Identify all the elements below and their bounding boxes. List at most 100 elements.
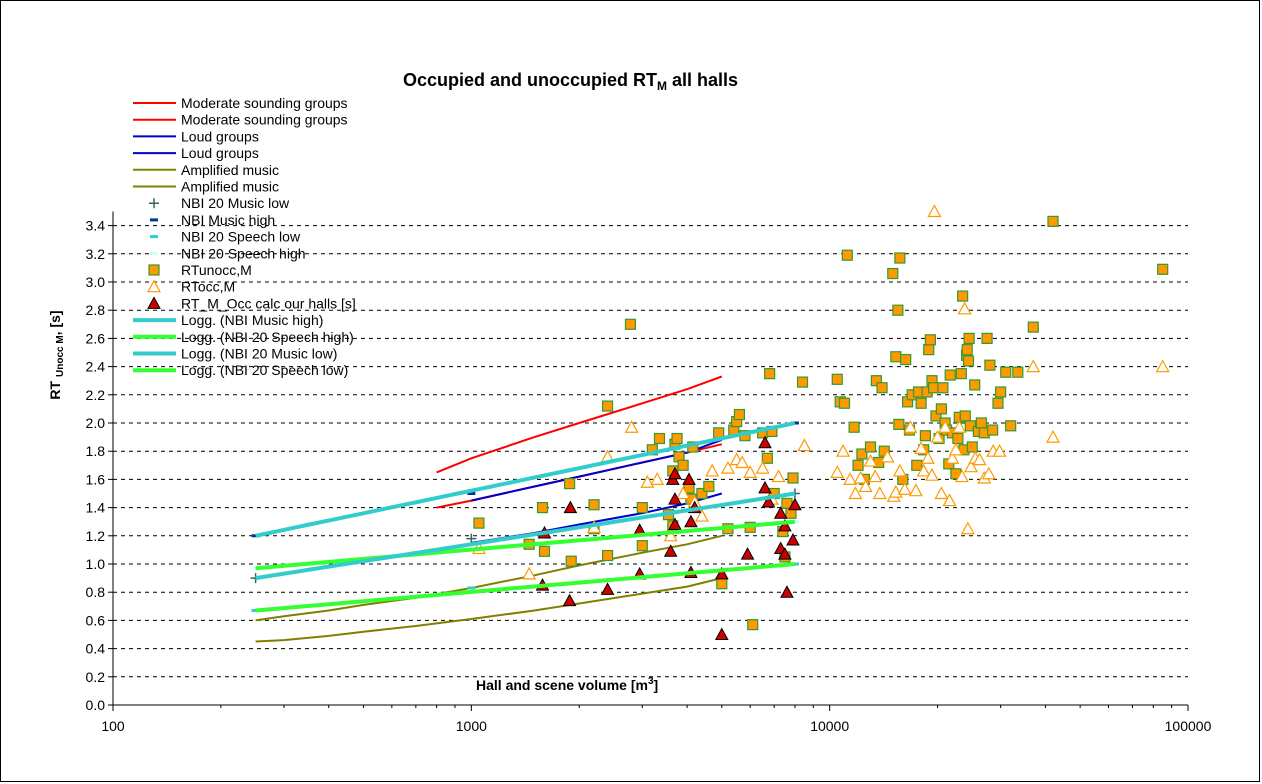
- chart-title: Occupied and unoccupied RTM all halls: [403, 70, 738, 93]
- data-point: [796, 376, 809, 388]
- data-point: [890, 351, 902, 363]
- data-point: [945, 450, 960, 464]
- data-point: [972, 452, 987, 466]
- legend-entry: Amplified music: [133, 162, 279, 178]
- y-tick-label: 3.2: [86, 246, 106, 262]
- legend-label: Logg. (NBI 20 Speech low): [181, 362, 348, 378]
- data-point: [934, 486, 949, 500]
- legend-label: NBI 20 Speech low: [181, 229, 301, 245]
- data-point: [1157, 263, 1169, 275]
- data-point: [935, 403, 947, 415]
- data-point: [761, 452, 773, 464]
- data-point: [969, 379, 981, 391]
- data-point: [966, 441, 978, 453]
- legend-swatch: [146, 279, 162, 293]
- y-tick-label: 3.0: [86, 274, 106, 290]
- data-point: [903, 419, 918, 433]
- data-point: [755, 460, 770, 474]
- data-point: [963, 332, 975, 344]
- data-point: [473, 517, 485, 529]
- series-line: [255, 577, 723, 643]
- y-tick-label: 0.4: [86, 641, 106, 657]
- data-point: [624, 419, 639, 433]
- y-tick-label: 2.6: [86, 330, 106, 346]
- data-point: [720, 460, 735, 474]
- data-point: [964, 420, 976, 432]
- x-tick-label: 10000: [810, 718, 849, 734]
- data-point: [787, 472, 799, 484]
- series-16: [255, 562, 796, 613]
- y-tick-label: 2.2: [86, 387, 106, 403]
- data-point: [981, 466, 996, 480]
- data-point: [640, 474, 655, 488]
- data-point: [714, 566, 729, 580]
- axes: [108, 211, 1189, 711]
- data-point: [880, 449, 895, 463]
- data-point: [920, 450, 935, 464]
- legend-label: Logg. (NBI Music high): [181, 312, 323, 328]
- data-point: [714, 627, 729, 640]
- data-point: [653, 432, 666, 445]
- data-point: [863, 453, 878, 467]
- data-point: [900, 353, 912, 366]
- legend-label: Logg. (NBI 20 Speech high): [181, 329, 354, 345]
- data-point: [908, 483, 923, 497]
- data-point: [650, 472, 665, 485]
- y-tick-label: 2.0: [86, 415, 106, 431]
- legend-label: NBI 20 Speech high: [181, 245, 306, 261]
- data-point: [924, 467, 940, 481]
- data-point: [1045, 429, 1061, 443]
- data-point: [624, 318, 637, 330]
- x-axis-label: Hall and scene volume [m3]: [476, 676, 658, 693]
- series-line: [436, 375, 723, 474]
- x-tick-label: 1000: [456, 718, 487, 734]
- data-point: [601, 549, 614, 562]
- data-point: [841, 249, 853, 261]
- data-point: [797, 438, 812, 452]
- y-tick-label: 1.4: [86, 500, 106, 516]
- data-point: [987, 424, 999, 436]
- data-point: [696, 487, 708, 500]
- series-line: [255, 491, 796, 581]
- data-point: [601, 400, 614, 412]
- series-line: [255, 562, 796, 613]
- series-15: [255, 491, 796, 581]
- legend-entry: NBI Music high: [150, 212, 275, 228]
- x-tick-label: 100: [101, 718, 125, 734]
- data-point: [894, 252, 906, 264]
- data-point: [961, 344, 973, 356]
- data-point: [937, 382, 949, 394]
- data-point: [663, 544, 678, 557]
- data-point: [962, 355, 975, 367]
- data-point: [771, 469, 786, 483]
- data-point: [957, 290, 969, 302]
- data-point: [892, 463, 907, 477]
- legend-entry: NBI 20 Speech low: [150, 229, 301, 245]
- y-tick-label: 2.8: [86, 302, 106, 318]
- data-point: [876, 382, 888, 394]
- data-point: [892, 304, 904, 316]
- data-point: [942, 493, 957, 507]
- data-point: [960, 521, 975, 535]
- legend-label: RTunocc,M: [181, 262, 252, 278]
- data-point: [944, 369, 956, 381]
- series-line: [255, 519, 796, 571]
- data-point: [773, 506, 788, 519]
- legend-entry: Logg. (NBI Music high): [133, 312, 323, 328]
- plot-area: [250, 204, 1170, 643]
- series-6: [250, 488, 800, 584]
- legend-label: NBI 20 Music low: [181, 195, 290, 211]
- data-point: [856, 448, 868, 460]
- legend-entry: RTocc,M: [146, 279, 235, 295]
- data-point: [927, 204, 942, 218]
- data-point: [1026, 359, 1041, 373]
- y-tick-label: 0.6: [86, 612, 106, 628]
- legend-label: Loud groups: [181, 145, 259, 161]
- data-point: [694, 508, 709, 522]
- data-point: [964, 459, 979, 473]
- data-point: [764, 368, 776, 380]
- x-tick-label: 100000: [1165, 718, 1212, 734]
- data-point: [848, 421, 860, 433]
- legend-label: Moderate sounding groups: [181, 112, 348, 128]
